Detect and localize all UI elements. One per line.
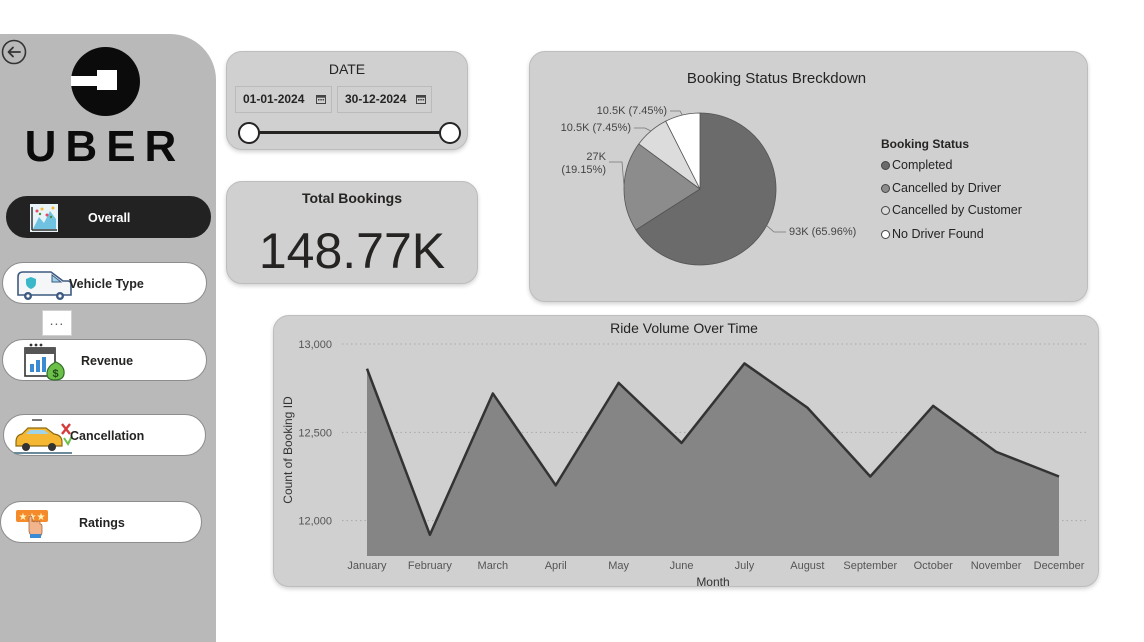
legend-dot <box>881 184 890 193</box>
nav-cancellation-button[interactable]: Cancellation <box>3 414 206 456</box>
x-tick-label: July <box>735 560 755 572</box>
start-date-input[interactable]: 01-01-2024 <box>235 86 332 113</box>
pie-data-label: 10.5K (7.45%) <box>561 122 631 134</box>
brand-wordmark: UBER <box>24 122 186 171</box>
y-tick-label: 13,000 <box>298 339 332 351</box>
pie-leader-line <box>766 225 786 233</box>
series-line[interactable] <box>365 362 1060 537</box>
svg-text:$: $ <box>52 368 58 380</box>
legend-item-no-driver-found[interactable]: No Driver Found <box>881 227 984 241</box>
line-chart-title: Ride Volume Over Time <box>610 320 758 336</box>
ride-volume-card: Ride Volume Over Time 12,000 12,500 13,000… <box>273 315 1099 587</box>
date-range-track[interactable] <box>249 131 449 134</box>
date-range-end-handle[interactable] <box>439 122 461 144</box>
pie-slice-no-driver-found[interactable] <box>665 112 701 190</box>
date-slicer-title: DATE <box>328 61 366 77</box>
pie-data-label: 10.5K (7.45%) <box>597 105 667 117</box>
date-range-start-handle[interactable] <box>238 122 260 144</box>
pie-slice-completed[interactable] <box>635 112 777 266</box>
total-bookings-card: Total Bookings 148.77K <box>226 181 478 284</box>
y-axis-title: Count of Booking ID <box>281 396 295 504</box>
legend-item-completed[interactable]: Completed <box>881 158 952 172</box>
end-date-value: 30-12-2024 <box>345 92 407 106</box>
nav-cancellation-label: Cancellation <box>70 429 145 443</box>
pie-leader-line <box>609 161 625 187</box>
nav-overall-button[interactable]: Overall <box>6 196 211 238</box>
ride-volume-area-chart[interactable]: 12,000 12,500 13,000 January February March Ap… <box>274 316 1098 586</box>
taxi-cancel-icon <box>14 419 73 454</box>
calendar-icon[interactable] <box>416 94 426 104</box>
legend-dot <box>881 161 890 170</box>
x-axis-title: Month <box>696 575 729 586</box>
chart-icon <box>30 204 58 232</box>
pie-leader-line <box>670 110 683 116</box>
x-tick-label: May <box>608 560 629 572</box>
nav-ratings-label: Ratings <box>79 516 125 530</box>
legend-title: Booking Status <box>881 137 970 151</box>
pie-data-label: 93K (65.96%) <box>789 226 856 238</box>
y-tick-label: 12,500 <box>298 427 332 439</box>
pie-data-label: 27K <box>586 151 606 163</box>
x-tick-label: March <box>478 560 509 572</box>
total-bookings-value: 148.77K <box>258 223 446 279</box>
x-tick-label: November <box>971 560 1022 572</box>
pie-slice-cancelled-by-driver[interactable] <box>623 143 701 231</box>
legend-dot <box>881 206 890 215</box>
nav-revenue-button[interactable]: $ Revenue <box>2 339 207 381</box>
booking-status-card: Booking Status Breckdown 93K (65.96%) 27K… <box>529 51 1088 302</box>
pie-chart-title: Booking Status Breckdown <box>686 70 867 87</box>
nav-ratings-button[interactable]: ★★★ Ratings <box>0 501 202 543</box>
nav-vehicle-type-button[interactable]: Vehicle Type <box>2 262 207 304</box>
x-tick-label: June <box>670 560 694 572</box>
booking-status-pie-chart[interactable]: 93K (65.96%) 27K(19.15%) 10.5K (7.45%) 10.5… <box>530 52 870 301</box>
nav-vehicle-type-label: Vehicle Type <box>69 277 144 291</box>
van-icon <box>17 271 72 300</box>
legend-item-cancelled-by-customer[interactable]: Cancelled by Customer <box>881 203 1022 217</box>
legend-dot <box>881 230 890 239</box>
area-fill <box>367 363 1059 556</box>
nav-overall-label: Overall <box>88 211 131 225</box>
revenue-icon: $ <box>24 343 65 381</box>
x-tick-label: December <box>1034 560 1085 572</box>
end-date-input[interactable]: 30-12-2024 <box>337 86 432 113</box>
x-tick-label: January <box>347 560 387 572</box>
total-bookings-label: Total Bookings <box>301 190 403 206</box>
legend-label: Cancelled by Driver <box>892 181 1002 195</box>
star-rating-icon: ★★★ <box>16 510 48 538</box>
x-tick-label: September <box>843 560 897 572</box>
pie-leader-line <box>634 127 652 132</box>
x-tick-label: October <box>914 560 953 572</box>
nav-revenue-label: Revenue <box>81 354 134 368</box>
legend-item-cancelled-by-driver[interactable]: Cancelled by Driver <box>881 181 1001 195</box>
start-date-value: 01-01-2024 <box>243 92 305 106</box>
back-arrow-icon[interactable] <box>1 39 27 65</box>
y-tick-label: 12,000 <box>298 516 332 528</box>
uber-logo-icon <box>71 47 140 116</box>
x-tick-label: April <box>545 560 567 572</box>
legend-label: Completed <box>892 158 953 172</box>
pie-data-label: (19.15%) <box>561 164 606 176</box>
x-tick-label: February <box>408 560 453 572</box>
date-slicer-card: DATE 01-01-2024 30-12-2024 <box>226 51 468 150</box>
x-tick-label: August <box>790 560 824 572</box>
legend-label: Cancelled by Customer <box>892 203 1022 217</box>
legend-label: No Driver Found <box>892 227 984 241</box>
calendar-icon[interactable] <box>316 94 326 104</box>
more-options-button[interactable]: ... <box>42 310 72 336</box>
